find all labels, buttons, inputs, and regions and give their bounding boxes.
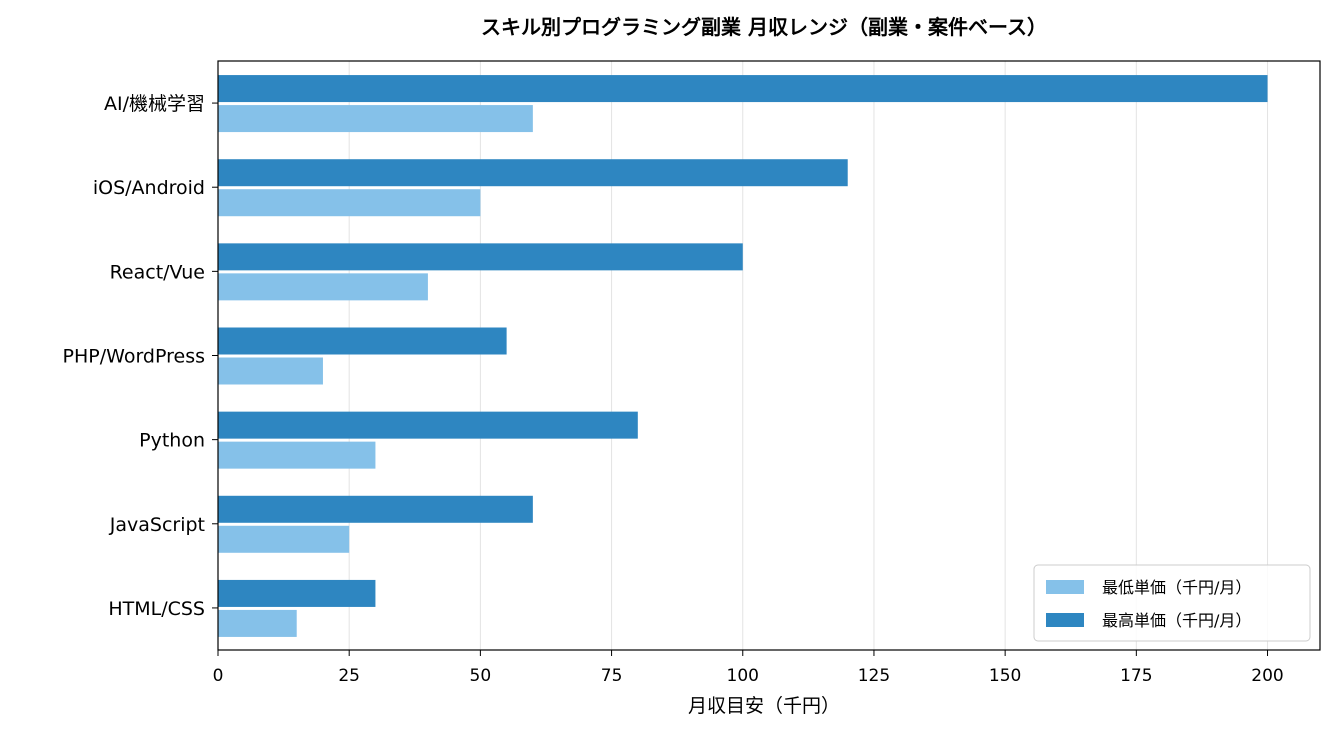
y-category-label: HTML/CSS [108,598,205,620]
x-tick-label: 25 [338,666,360,686]
bar-min [218,441,376,469]
legend-label-min: 最低単価（千円/月） [1102,578,1251,597]
y-category-label: Python [139,430,205,452]
x-tick-label: 50 [470,666,492,686]
legend-label-max: 最高単価（千円/月） [1102,611,1251,630]
grid-layer [348,61,1269,650]
chart-title: スキル別プログラミング副業 月収レンジ（副業・案件ベース） [481,15,1047,39]
bar-max [218,411,638,439]
y-category-label: PHP/WordPress [63,346,205,368]
x-tick-label: 125 [858,666,890,686]
x-tick-label: 100 [727,666,759,686]
plot-frame [217,60,1321,651]
bar-min [218,525,350,553]
x-axis-label: 月収目安（千円） [688,695,840,717]
legend: 最低単価（千円/月） 最高単価（千円/月） [1033,564,1311,642]
x-tick-label: 150 [989,666,1021,686]
y-category-label: React/Vue [110,261,205,283]
x-tick-label: 75 [601,666,623,686]
bar-min [218,189,481,217]
bar-min [218,357,323,385]
x-tick-label: 0 [213,666,224,686]
bar-min [218,609,297,637]
x-tick-label: 200 [1251,666,1283,686]
bar-max [218,495,533,523]
bar-max [218,75,1268,103]
y-category-label: iOS/Android [93,177,205,199]
bar-min [218,273,428,301]
y-category-label: JavaScript [109,514,205,536]
x-tick-label: 175 [1120,666,1152,686]
bar-max [218,243,743,271]
axis-layer: 0 25 50 75 100 125 150 175 200 AI/機械学習 iOS/Android… [63,60,1321,686]
legend-swatch-min [1046,580,1084,594]
y-category-label: AI/機械学習 [104,93,205,115]
bar-max [218,327,507,355]
legend-frame [1033,564,1311,642]
legend-swatch-max [1046,613,1084,627]
bar-min [218,105,533,133]
bar-max [218,159,848,187]
bar-layer [218,75,1268,637]
bar-max [218,579,376,607]
